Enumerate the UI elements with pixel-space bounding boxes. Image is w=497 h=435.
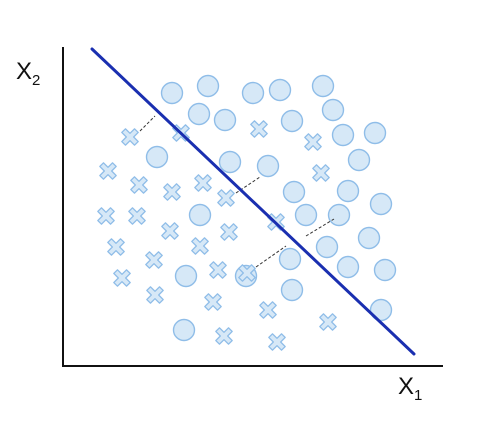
data-points — [97, 74, 397, 351]
cross-point — [113, 269, 131, 287]
cross-point — [146, 286, 164, 304]
cross-point — [97, 207, 115, 225]
circle-point — [187, 102, 211, 126]
circle-point — [268, 78, 292, 102]
cross-point — [121, 128, 139, 146]
circle-point — [241, 81, 265, 105]
cross-point — [304, 133, 322, 151]
circle-point — [321, 98, 345, 122]
y-axis-label: X2 — [16, 58, 40, 89]
circle-point — [331, 123, 355, 147]
circle-point — [145, 145, 169, 169]
cross-point — [209, 261, 227, 279]
margin-link — [139, 115, 156, 132]
cross-point — [238, 264, 256, 282]
cross-point — [161, 222, 179, 240]
cross-point — [217, 189, 235, 207]
cross-point — [99, 162, 117, 180]
cross-point — [163, 183, 181, 201]
circle-point — [369, 298, 393, 322]
circle-point — [282, 180, 306, 204]
circle-point — [280, 109, 304, 133]
circle-point — [315, 235, 339, 259]
circle-point — [280, 278, 304, 302]
margin-link — [305, 218, 335, 237]
circle-point — [174, 264, 198, 288]
circle-point — [278, 247, 302, 271]
circle-point — [363, 121, 387, 145]
decision-boundary-line — [90, 47, 416, 356]
circle-point — [196, 74, 220, 98]
circle-point — [347, 148, 371, 172]
cross-point — [268, 333, 286, 351]
cross-point — [220, 223, 238, 241]
circle-point — [188, 203, 212, 227]
cross-point — [215, 327, 233, 345]
cross-point — [312, 164, 330, 182]
y-axis-label-text: X — [16, 58, 33, 85]
circle-point — [213, 108, 237, 132]
cross-point — [107, 238, 125, 256]
cross-point — [319, 313, 337, 331]
cross-point — [191, 237, 209, 255]
circle-point — [373, 258, 397, 282]
circle-point — [369, 192, 393, 216]
circle-point — [336, 179, 360, 203]
cross-point — [204, 293, 222, 311]
margin-link — [255, 245, 287, 268]
circle-point — [327, 203, 351, 227]
cross-point — [194, 174, 212, 192]
x-axis-label-text: X — [398, 373, 415, 400]
cross-point — [250, 120, 268, 138]
circle-point — [336, 255, 360, 279]
circle-point — [172, 318, 196, 342]
circle-point — [256, 154, 280, 178]
margin-links — [139, 115, 335, 268]
circle-point — [160, 81, 184, 105]
circle-point — [294, 203, 318, 227]
circle-point — [218, 150, 242, 174]
cross-point — [130, 176, 148, 194]
x-axis-label-subscript: 1 — [414, 386, 423, 404]
cross-point — [259, 301, 277, 319]
y-axis-label-subscript: 2 — [32, 71, 41, 89]
cross-point — [145, 251, 163, 269]
x-axis-label: X1 — [398, 373, 422, 404]
circle-point — [311, 74, 335, 98]
circle-point — [357, 226, 381, 250]
cross-point — [128, 207, 146, 225]
